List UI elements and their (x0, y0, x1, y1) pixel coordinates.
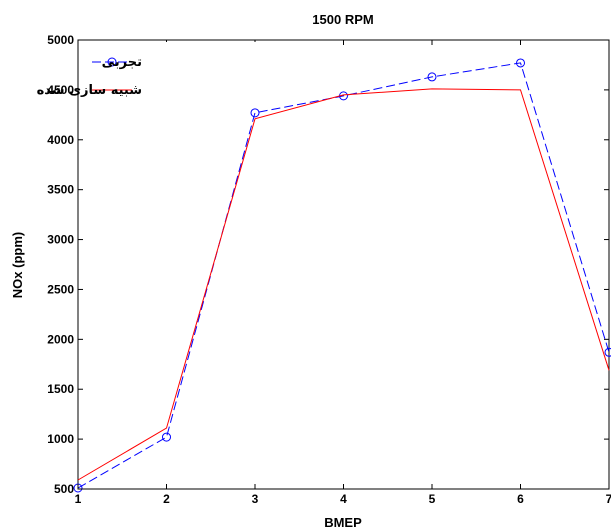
y-tick-label: 500 (54, 482, 74, 496)
y-tick-label: 1500 (47, 382, 74, 396)
y-axis-label: NOx (ppm) (10, 232, 25, 298)
data-point-experimental (162, 432, 171, 442)
x-tick-label: 3 (252, 492, 259, 506)
legend-label-simulated: شبیه سازی شده (37, 83, 142, 98)
legend-marker-experimental (107, 57, 117, 67)
data-point-experimental (604, 347, 611, 357)
y-tick-label: 3500 (47, 183, 74, 197)
y-tick-label: 3000 (47, 233, 74, 247)
y-tick-label: 5000 (47, 33, 74, 47)
x-tick-label: 2 (163, 492, 170, 506)
data-point-experimental (250, 108, 260, 118)
x-tick-label: 4 (340, 492, 347, 506)
x-tick-label: 1 (75, 492, 82, 506)
y-tick-label: 1000 (47, 432, 74, 446)
data-point-experimental (516, 58, 525, 68)
series-line-simulated (77, 88, 610, 481)
y-tick-label: 4500 (47, 83, 74, 97)
x-tick-label: 6 (517, 492, 524, 506)
legend: تجربی شبیه سازی شده (37, 42, 260, 98)
x-tick-label: 7 (606, 492, 611, 506)
series-layer (73, 58, 611, 493)
y-tick-label: 2000 (47, 332, 74, 346)
x-tick-label: 5 (429, 492, 436, 506)
x-axis-label: BMEP (324, 515, 362, 529)
y-tick-label: 4000 (47, 133, 74, 147)
data-point-experimental (427, 72, 437, 82)
legend-box (80, 42, 260, 98)
chart-title: 1500 RPM (312, 12, 373, 27)
series-line-experimental (77, 62, 610, 489)
y-tick-label: 2500 (47, 282, 74, 296)
plot-area (77, 39, 610, 490)
legend-label-experimental: تجربی (102, 55, 142, 70)
tick-layer: 1 2 3 4 5 6 7 500 1000 1500 2000 2500 3000 3500 4000 45… (47, 33, 611, 506)
